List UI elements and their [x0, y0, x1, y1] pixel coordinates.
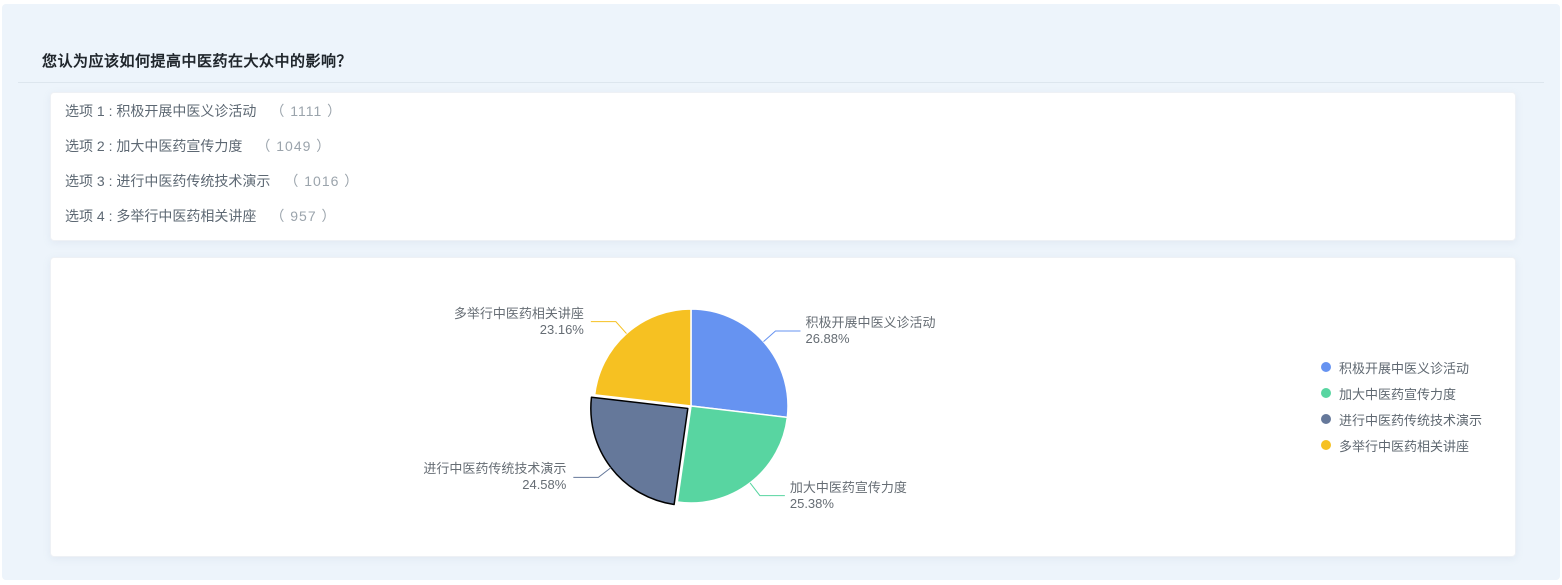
- pie-label-percent: 25.38%: [789, 495, 834, 511]
- pie-slice-label: 加大中医药宣传力度 25.38%: [790, 480, 907, 512]
- legend-label: 进行中医药传统技术演示: [1339, 412, 1483, 428]
- option-count: （ 1111 ）: [270, 102, 343, 119]
- pie-slice[interactable]: [676, 405, 789, 504]
- pie-label-line: [763, 330, 801, 342]
- pie-label-line: [749, 482, 785, 497]
- pie-label-line: [573, 467, 612, 478]
- pie-label-name: 进行中医药传统技术演示: [423, 461, 567, 477]
- option-row: 选项 2 : 加大中医药宣传力度 （ 1049 ）: [65, 128, 1501, 163]
- legend-item[interactable]: 加大中医药宣传力度: [1321, 380, 1482, 406]
- pie-slice[interactable]: [593, 308, 692, 407]
- pie-label-name: 加大中医药宣传力度: [789, 479, 907, 495]
- pie-label-line: [590, 321, 627, 334]
- option-row: 选项 3 : 进行中医药传统技术演示 （ 1016 ）: [65, 163, 1501, 198]
- legend-item[interactable]: 进行中医药传统技术演示: [1321, 406, 1482, 432]
- option-count: （ 1016 ）: [284, 172, 360, 189]
- question-title: 您认为应该如何提高中医药在大众中的影响？: [42, 53, 353, 70]
- legend-color-dot: [1321, 362, 1331, 372]
- pie-label-percent: 23.16%: [539, 321, 584, 337]
- pie-slice[interactable]: [590, 396, 689, 506]
- title-divider: [18, 82, 1544, 83]
- legend-color-dot: [1321, 440, 1331, 450]
- chart-legend: 积极开展中医义诊活动 加大中医药宣传力度进行中医药传统技术演示 多举行中医药相关讲座: [1321, 354, 1482, 458]
- legend-label: 加大中医药宣传力度: [1339, 386, 1457, 402]
- option-row: 选项 1 : 积极开展中医义诊活动 （ 1111 ）: [65, 93, 1501, 128]
- option-label: 选项 4 : 多举行中医药相关讲座: [65, 207, 257, 224]
- legend-color-dot: [1321, 414, 1331, 424]
- pie-slice-label: 积极开展中医义诊活动 26.88%: [805, 315, 935, 347]
- legend-color-dot: [1321, 388, 1331, 398]
- stats-panel: 您认为应该如何提高中医药在大众中的影响？ 选项 1 : 积极开展中医义诊活动 （…: [2, 4, 1560, 580]
- pie-chart: [573, 308, 801, 506]
- pie-chart-card: 积极开展中医义诊活动 加大中医药宣传力度 进行中医药传统技术演示 多举行中医药相关讲座…: [50, 257, 1516, 557]
- option-label: 选项 1 : 积极开展中医义诊活动: [65, 102, 257, 119]
- pie-label-name: 多举行中医药相关讲座: [453, 305, 584, 321]
- pie-label-name: 积极开展中医义诊活动: [805, 314, 936, 330]
- option-count: （ 957 ）: [270, 207, 337, 224]
- option-label: 选项 2 : 加大中医药宣传力度: [65, 137, 243, 154]
- legend-label: 多举行中医药相关讲座: [1339, 438, 1470, 454]
- legend-item[interactable]: 多举行中医药相关讲座: [1321, 432, 1482, 458]
- legend-label: 积极开展中医义诊活动: [1339, 360, 1470, 376]
- pie-slice-label: 进行中医药传统技术演示 24.58%: [423, 461, 566, 493]
- option-count: （ 1049 ）: [256, 137, 332, 154]
- pie-label-percent: 26.88%: [805, 330, 850, 346]
- pie-label-percent: 24.58%: [522, 477, 567, 493]
- legend-item[interactable]: 积极开展中医义诊活动: [1321, 354, 1482, 380]
- option-label: 选项 3 : 进行中医药传统技术演示: [65, 172, 271, 189]
- option-row: 选项 4 : 多举行中医药相关讲座 （ 957 ）: [65, 198, 1501, 233]
- pie-slice[interactable]: [690, 308, 789, 419]
- options-card: 选项 1 : 积极开展中医义诊活动 （ 1111 ） 选项 2 : 加大中医药宣…: [50, 92, 1516, 241]
- pie-slice-label: 多举行中医药相关讲座 23.16%: [454, 306, 584, 338]
